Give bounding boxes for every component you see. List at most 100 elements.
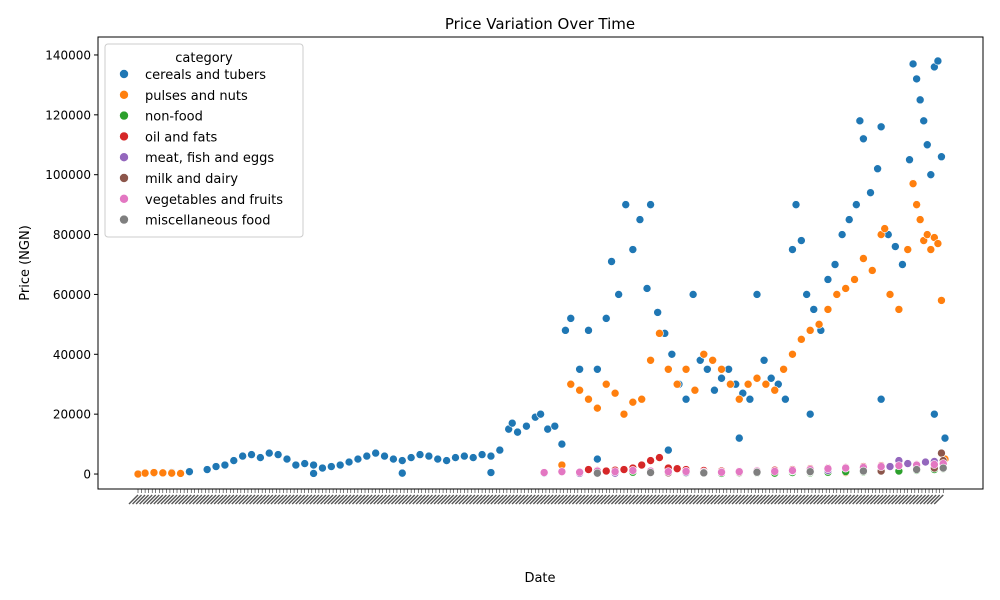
x-tick-label-glyph bbox=[401, 494, 412, 505]
y-tick-label: 40000 bbox=[53, 348, 91, 362]
x-tick-label-glyph bbox=[564, 494, 575, 505]
x-tick-label-glyph bbox=[657, 494, 668, 505]
data-point bbox=[543, 424, 553, 434]
x-tick-label-glyph bbox=[876, 494, 887, 505]
legend-marker bbox=[119, 173, 129, 183]
data-point bbox=[185, 467, 194, 476]
data-point bbox=[876, 122, 886, 132]
data-point bbox=[926, 170, 936, 179]
x-tick-label-glyph bbox=[202, 494, 213, 505]
data-point bbox=[805, 467, 815, 476]
y-tick-label: 100000 bbox=[45, 168, 91, 182]
x-tick-label-glyph bbox=[614, 494, 625, 505]
data-point bbox=[903, 459, 913, 468]
data-point bbox=[406, 453, 416, 462]
legend-label: pulses and nuts bbox=[145, 89, 248, 104]
legend-label: meat, fish and eggs bbox=[145, 151, 274, 166]
data-point bbox=[211, 462, 221, 471]
data-point bbox=[717, 364, 726, 374]
x-tick-label-glyph bbox=[337, 494, 348, 505]
x-tick-label-glyph bbox=[288, 494, 299, 505]
x-tick-label-glyph bbox=[607, 494, 618, 505]
y-tick-label: 0 bbox=[83, 468, 91, 482]
data-point bbox=[766, 373, 776, 383]
x-tick-label-glyph bbox=[334, 494, 345, 505]
data-point bbox=[557, 439, 567, 449]
data-point bbox=[256, 453, 265, 462]
x-tick-label-glyph bbox=[199, 494, 210, 505]
x-tick-label-glyph bbox=[767, 494, 778, 505]
data-point bbox=[561, 326, 570, 335]
x-tick-label-glyph bbox=[738, 494, 749, 505]
data-point bbox=[823, 305, 833, 314]
x-tick-label-glyph bbox=[444, 494, 455, 505]
x-tick-label-glyph bbox=[586, 494, 597, 505]
data-point bbox=[937, 296, 946, 305]
data-point bbox=[915, 95, 925, 105]
x-tick-label-glyph bbox=[926, 494, 937, 505]
x-tick-label-glyph bbox=[483, 494, 494, 505]
data-point bbox=[619, 465, 629, 474]
x-tick-label-glyph bbox=[539, 494, 550, 505]
x-tick-label-glyph bbox=[915, 494, 926, 505]
data-point bbox=[876, 462, 886, 471]
x-tick-label-glyph bbox=[869, 494, 880, 505]
x-tick-label-glyph bbox=[862, 494, 873, 505]
x-tick-label-glyph bbox=[153, 494, 164, 505]
data-point bbox=[229, 456, 239, 465]
x-tick-label-glyph bbox=[163, 494, 174, 505]
x-tick-label-glyph bbox=[256, 494, 267, 505]
x-tick-label-glyph bbox=[458, 494, 469, 505]
x-tick-label-glyph bbox=[557, 494, 568, 505]
x-tick-label-glyph bbox=[515, 494, 526, 505]
x-tick-label-glyph bbox=[699, 494, 710, 505]
data-point bbox=[859, 466, 868, 476]
x-tick-label-glyph bbox=[816, 494, 827, 505]
data-point bbox=[610, 467, 620, 476]
x-tick-label-glyph bbox=[132, 494, 143, 505]
data-point bbox=[133, 469, 143, 479]
x-tick-label-glyph bbox=[238, 494, 249, 505]
x-tick-label-glyph bbox=[830, 494, 841, 505]
legend-marker bbox=[119, 110, 129, 121]
x-tick-label-glyph bbox=[841, 494, 852, 505]
x-tick-label-glyph bbox=[160, 494, 171, 505]
x-tick-label-glyph bbox=[220, 494, 231, 505]
legend-label: cereals and tubers bbox=[145, 68, 266, 83]
x-tick-label-glyph bbox=[610, 494, 621, 505]
data-point bbox=[752, 373, 762, 383]
x-tick-label-glyph bbox=[341, 494, 352, 505]
data-point bbox=[389, 454, 398, 464]
x-tick-label-glyph bbox=[678, 494, 689, 505]
data-point bbox=[415, 450, 425, 459]
x-tick-label-glyph bbox=[674, 494, 685, 505]
x-tick-label-glyph bbox=[284, 494, 295, 505]
data-point bbox=[759, 355, 769, 365]
data-point bbox=[885, 290, 895, 299]
x-tick-label-glyph bbox=[855, 494, 866, 505]
data-point bbox=[637, 460, 647, 470]
data-point bbox=[866, 188, 875, 197]
x-tick-label-glyph bbox=[777, 494, 788, 505]
x-tick-label-glyph bbox=[493, 494, 504, 505]
x-tick-label-glyph bbox=[476, 494, 487, 505]
data-point bbox=[937, 448, 946, 458]
x-tick-label-glyph bbox=[391, 494, 401, 505]
data-point bbox=[593, 454, 602, 464]
x-tick-label-glyph bbox=[508, 494, 519, 505]
data-point bbox=[802, 290, 811, 299]
data-point bbox=[628, 466, 638, 475]
x-tick-label-glyph bbox=[720, 494, 731, 505]
x-tick-label-glyph bbox=[802, 494, 813, 505]
data-point bbox=[442, 456, 451, 465]
x-tick-label-glyph bbox=[359, 494, 370, 505]
legend-label: oil and fats bbox=[145, 130, 218, 145]
data-point bbox=[938, 463, 948, 473]
legend-label: vegetables and fruits bbox=[145, 193, 283, 208]
x-tick-label-glyph bbox=[837, 494, 848, 505]
data-point bbox=[140, 468, 150, 478]
data-point bbox=[664, 467, 673, 476]
x-tick-label-glyph bbox=[806, 494, 817, 505]
legend-marker bbox=[119, 131, 129, 142]
